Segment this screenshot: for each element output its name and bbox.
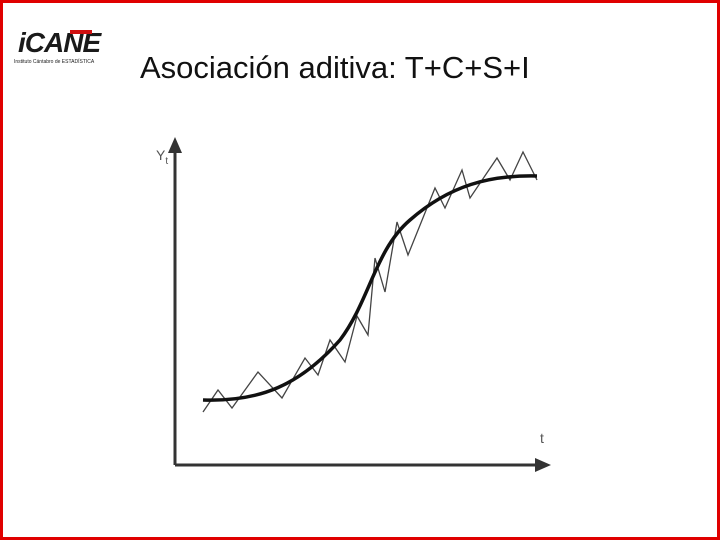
y-label-sub: t <box>165 156 168 167</box>
x-arrow <box>535 458 551 472</box>
y-label-main: Y <box>156 147 166 163</box>
x-label: t <box>540 430 544 446</box>
y-arrow <box>168 137 182 153</box>
logo: iCANE Instituto Cántabro de ESTADÍSTICA <box>14 27 103 65</box>
trend-curve <box>202 174 538 402</box>
slide-title: Asociación aditiva: T+C+S+I <box>140 50 530 85</box>
diagram: Yt t <box>156 137 551 472</box>
logo-bar <box>70 30 92 34</box>
y-label: Yt <box>156 147 168 167</box>
logo-subtitle: Instituto Cántabro de ESTADÍSTICA <box>14 58 95 65</box>
